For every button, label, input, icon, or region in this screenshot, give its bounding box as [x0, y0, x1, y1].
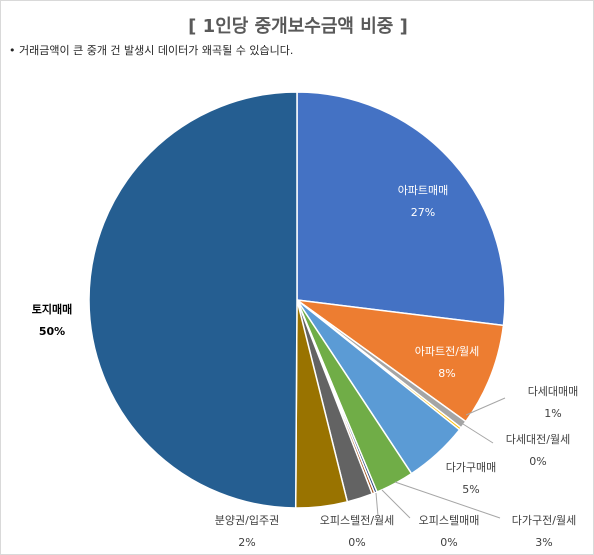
slice-percent-8: 0% — [348, 536, 365, 549]
chart-subtitle: • 거래금액이 큰 중개 건 발생시 데이터가 왜곡될 수 있습니다. — [9, 44, 294, 57]
slice-label-6: 다가구전/월세 — [512, 514, 576, 527]
pie-slice-2 — [296, 299, 505, 423]
slice-percent-3: 1% — [544, 407, 561, 420]
slice-label-8: 오피스텔전/월세 — [320, 514, 395, 527]
pie-slice-1 — [296, 91, 506, 327]
slice-percent-4: 0% — [529, 455, 546, 468]
slice-label-1: 아파트매매 — [398, 184, 449, 197]
leader-line-6 — [394, 481, 501, 519]
slice-percent-5: 5% — [462, 483, 479, 496]
chart-title: [ 1인당 중개보수금액 비중 ] — [188, 16, 408, 37]
slice-label-10: 상가매매 — [152, 514, 192, 527]
slice-label-9: 분양권/입주권 — [215, 514, 279, 527]
slice-percent-11: 50% — [39, 325, 65, 338]
pie-slice-11 — [88, 91, 298, 509]
slice-label-3: 다세대매매 — [528, 385, 579, 398]
slice-percent-9: 2% — [238, 536, 255, 549]
slice-label-11: 토지매매 — [32, 302, 72, 316]
slice-percent-2: 8% — [438, 367, 455, 380]
slice-label-7: 오피스텔매매 — [419, 514, 480, 527]
slice-percent-10: 4% — [163, 536, 180, 549]
slice-percent-1: 27% — [411, 206, 435, 219]
leader-line-4 — [462, 423, 494, 444]
leader-line-7 — [381, 489, 411, 519]
leader-line-8 — [375, 492, 379, 517]
leader-line-3 — [465, 397, 506, 416]
slice-percent-7: 0% — [440, 536, 457, 549]
slice-label-4: 다세대전/월세 — [506, 433, 570, 446]
slice-percent-6: 3% — [535, 536, 552, 549]
slice-label-5: 다가구매매 — [446, 461, 497, 474]
slice-label-2: 아파트전/월세 — [415, 345, 479, 358]
